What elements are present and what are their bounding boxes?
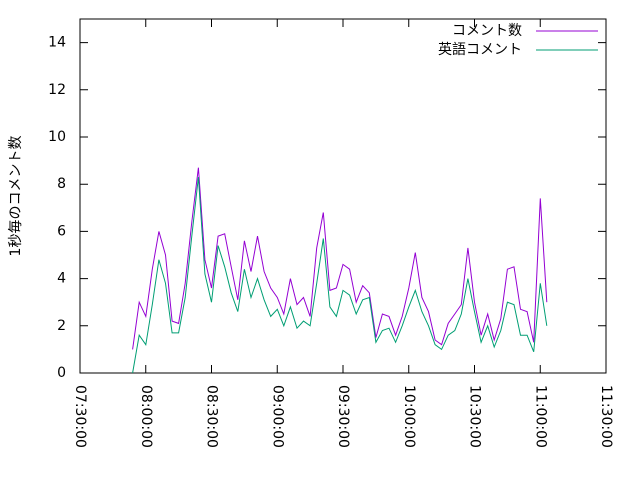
x-tick-label: 08:30:00 <box>204 385 220 448</box>
y-tick-label: 12 <box>48 82 66 98</box>
y-axis-label: 1秒毎のコメント数 <box>8 136 24 257</box>
x-tick-label: 09:30:00 <box>335 385 351 448</box>
x-tick-label: 11:00:00 <box>532 385 548 448</box>
y-tick-label: 0 <box>57 365 66 381</box>
x-tick-label: 11:30:00 <box>598 385 614 448</box>
y-tick-label: 8 <box>57 176 66 192</box>
y-tick-label: 14 <box>48 35 66 51</box>
y-tick-label: 2 <box>57 318 66 334</box>
x-tick-label: 09:00:00 <box>269 385 285 448</box>
plot-frame <box>79 18 607 374</box>
legend-label: コメント数 <box>452 23 522 39</box>
x-tick-label: 07:30:00 <box>72 385 88 448</box>
y-tick-label: 4 <box>57 271 66 287</box>
x-tick-label: 10:00:00 <box>401 385 417 448</box>
y-tick-label: 6 <box>57 223 66 239</box>
series-line <box>132 177 548 374</box>
series-line <box>132 167 548 350</box>
x-tick-label: 10:30:00 <box>467 385 483 448</box>
legend-label: 英語コメント <box>438 41 522 58</box>
y-tick-label: 10 <box>48 129 66 145</box>
x-tick-label: 08:00:00 <box>138 385 154 448</box>
